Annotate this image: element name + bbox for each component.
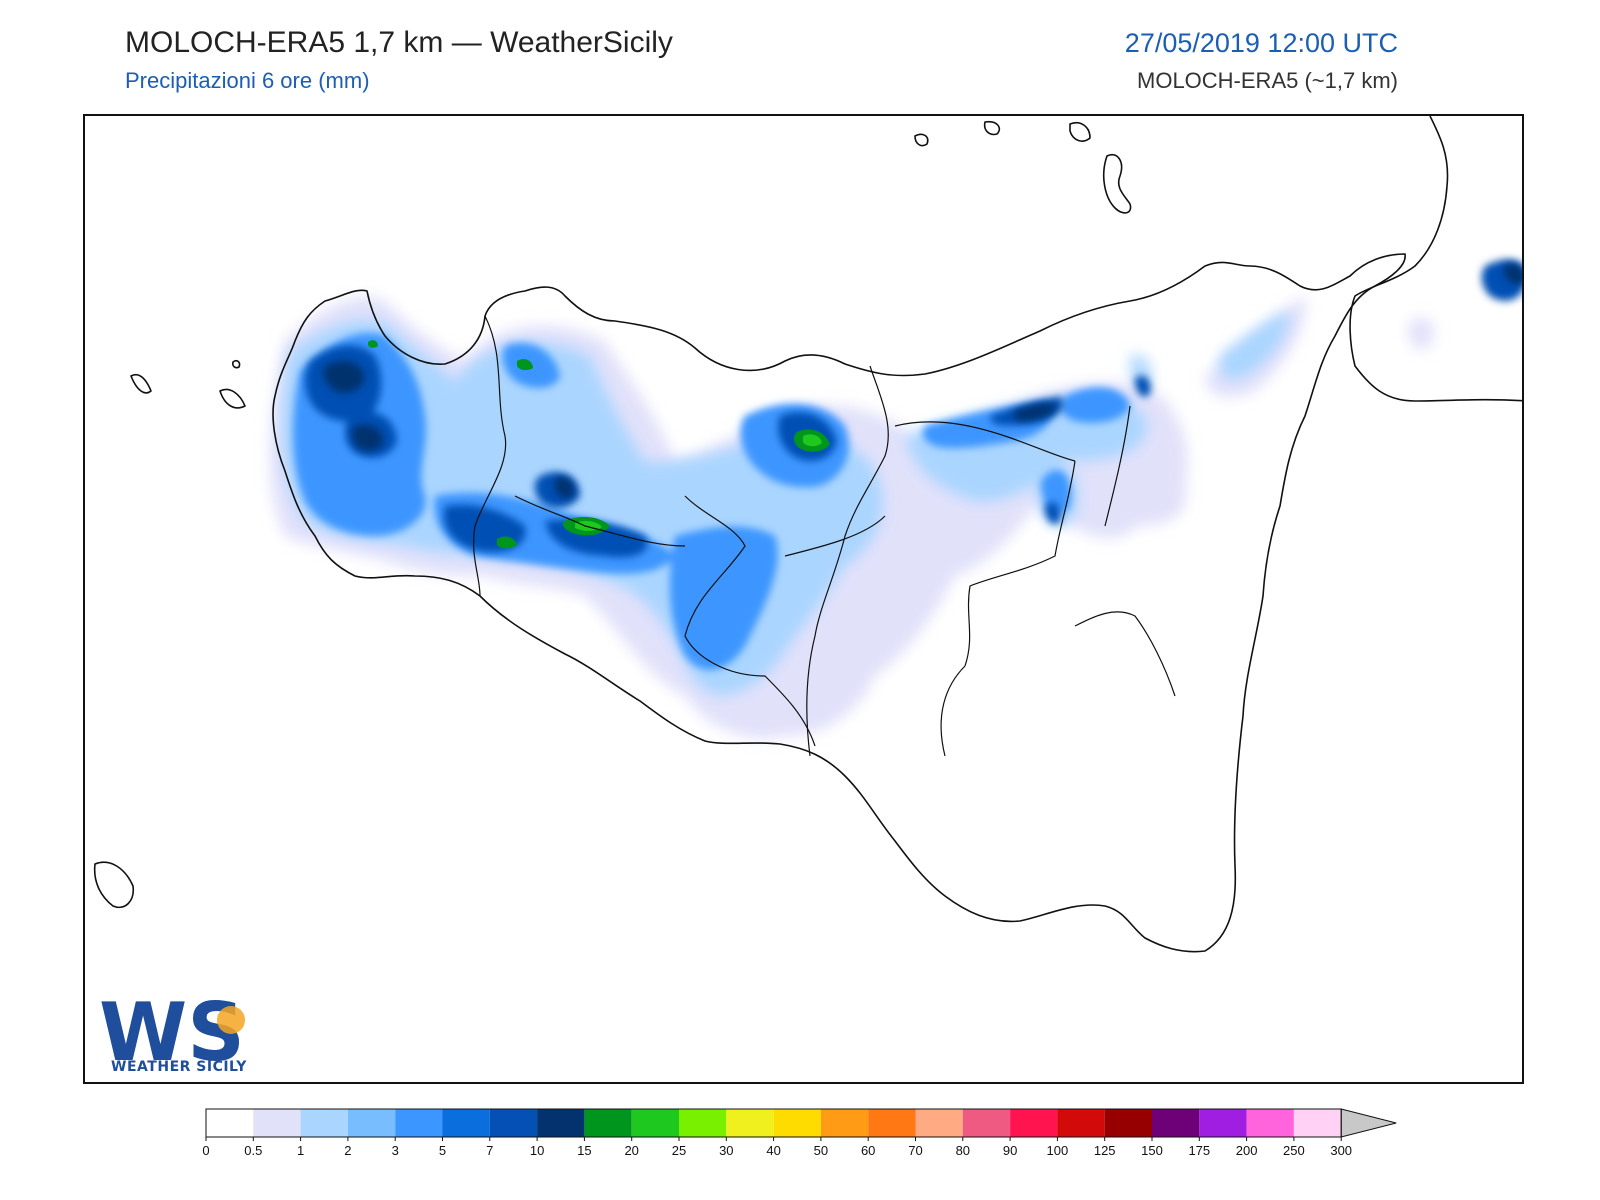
province-boundaries bbox=[473, 315, 1176, 757]
aeolian-island-1 bbox=[914, 133, 929, 147]
logo-letters: WS bbox=[99, 986, 245, 1079]
colorbar-tick-label: 90 bbox=[1003, 1143, 1017, 1158]
colorbar-ticks: 0 0.5 1 2 3 5 7 10 15 20 25 30 40 50 60 70 80 90 100 125 150… bbox=[202, 1137, 1352, 1158]
colorbar-box bbox=[631, 1109, 679, 1137]
colorbar-box bbox=[915, 1109, 963, 1137]
colorbar-tick-label: 175 bbox=[1188, 1143, 1210, 1158]
colorbar-box bbox=[584, 1109, 632, 1137]
colorbar-tick-label: 5 bbox=[439, 1143, 446, 1158]
calabria-coast bbox=[1349, 116, 1522, 402]
colorbar-tick-label: 125 bbox=[1094, 1143, 1116, 1158]
colorbar-boxes bbox=[205, 1108, 1397, 1138]
precip-colorbar: 0 0.5 1 2 3 5 7 10 15 20 25 30 40 50 60 70 80 90 100 125 150… bbox=[202, 1108, 1397, 1158]
egadi-island-1 bbox=[130, 373, 152, 394]
colorbar-tick-label: 50 bbox=[814, 1143, 828, 1158]
colorbar-box bbox=[1293, 1109, 1342, 1137]
colorbar-extend-arrow bbox=[1340, 1108, 1397, 1138]
colorbar-box bbox=[1104, 1109, 1152, 1137]
colorbar-box bbox=[442, 1109, 490, 1137]
colorbar-tick-label: 1 bbox=[297, 1143, 304, 1158]
colorbar-box bbox=[537, 1109, 585, 1137]
colorbar-tick-label: 15 bbox=[577, 1143, 591, 1158]
colorbar-tick-label: 7 bbox=[486, 1143, 493, 1158]
colorbar-tick-label: 3 bbox=[392, 1143, 399, 1158]
colorbar-tick-label: 60 bbox=[861, 1143, 875, 1158]
colorbar-box bbox=[820, 1109, 869, 1137]
colorbar-box bbox=[489, 1109, 538, 1137]
sun-icon bbox=[217, 1006, 245, 1034]
precip-layer-darkest bbox=[323, 264, 1522, 499]
colorbar-tick-label: 10 bbox=[530, 1143, 544, 1158]
egadi-island-2 bbox=[219, 388, 246, 409]
logo-caption: WEATHER SICILY bbox=[111, 1059, 247, 1075]
colorbar-tick-label: 0.5 bbox=[244, 1143, 262, 1158]
colorbar-tick-label: 300 bbox=[1330, 1143, 1352, 1158]
colorbar-box bbox=[868, 1109, 916, 1137]
colorbar-box bbox=[962, 1109, 1011, 1137]
colorbar-box bbox=[300, 1109, 348, 1137]
colorbar-tick-label: 250 bbox=[1283, 1143, 1305, 1158]
aeolian-island-4 bbox=[1103, 154, 1132, 214]
pantelleria-island bbox=[93, 861, 135, 908]
colorbar-tick-label: 150 bbox=[1141, 1143, 1163, 1158]
colorbar-tick-label: 2 bbox=[344, 1143, 351, 1158]
valid-datetime: 27/05/2019 12:00 UTC bbox=[1124, 28, 1398, 58]
colorbar-tick-label: 20 bbox=[624, 1143, 638, 1158]
colorbar-box bbox=[1010, 1109, 1058, 1137]
colorbar-box bbox=[1152, 1109, 1200, 1137]
colorbar-tick-label: 30 bbox=[719, 1143, 733, 1158]
colorbar-box bbox=[1199, 1109, 1247, 1137]
colorbar-box bbox=[1246, 1109, 1294, 1137]
colorbar-box bbox=[1057, 1109, 1105, 1137]
precipitation-map bbox=[93, 116, 1522, 953]
colorbar-box bbox=[253, 1109, 301, 1137]
colorbar-tick-label: 70 bbox=[908, 1143, 922, 1158]
aeolian-island-2 bbox=[983, 120, 1001, 136]
colorbar-box bbox=[206, 1109, 254, 1137]
map-subtitle: Precipitazioni 6 ore (mm) bbox=[125, 68, 370, 93]
colorbar-tick-label: 100 bbox=[1047, 1143, 1069, 1158]
model-label: MOLOCH-ERA5 (~1,7 km) bbox=[1137, 68, 1398, 93]
colorbar-box bbox=[395, 1109, 443, 1137]
map-title: MOLOCH-ERA5 1,7 km — WeatherSicily bbox=[125, 26, 673, 59]
colorbar-tick-label: 25 bbox=[672, 1143, 686, 1158]
colorbar-box bbox=[726, 1109, 774, 1137]
colorbar-box bbox=[347, 1109, 396, 1137]
weather-sicily-logo: WS bbox=[99, 986, 245, 1079]
colorbar-tick-label: 0 bbox=[202, 1143, 209, 1158]
map-panel: WS WEATHER SICILY bbox=[83, 114, 1524, 1084]
colorbar-tick-label: 40 bbox=[766, 1143, 780, 1158]
colorbar-box bbox=[773, 1109, 821, 1137]
colorbar-tick-label: 200 bbox=[1236, 1143, 1258, 1158]
aeolian-island-3 bbox=[1069, 122, 1091, 142]
ustica-island bbox=[232, 360, 241, 369]
colorbar-box bbox=[679, 1109, 727, 1137]
colorbar-tick-label: 80 bbox=[956, 1143, 970, 1158]
